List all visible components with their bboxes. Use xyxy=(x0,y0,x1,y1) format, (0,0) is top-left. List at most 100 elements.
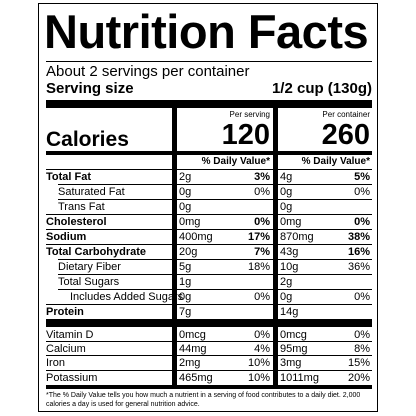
daily-value: 0% xyxy=(354,291,370,303)
row-rule xyxy=(177,289,273,290)
row-rule xyxy=(58,274,172,275)
row-rule xyxy=(278,355,372,357)
row-rule xyxy=(58,259,172,260)
row-rule xyxy=(177,214,273,215)
medium-rule xyxy=(46,385,372,389)
servings: About 2 servings per container xyxy=(46,63,250,80)
row-rule xyxy=(46,341,172,343)
amount: 400mg xyxy=(179,231,213,243)
column-header: Per serving xyxy=(229,110,270,119)
row-rule xyxy=(278,229,372,230)
amount: 7g xyxy=(179,306,192,318)
row-rule xyxy=(46,304,172,305)
daily-value: 0% xyxy=(254,186,270,198)
nutrient-name: Potassium xyxy=(46,371,98,384)
amount: 3mg xyxy=(280,357,302,370)
calories-value: 260 xyxy=(321,119,370,151)
row-rule xyxy=(46,229,172,230)
daily-value-header: % Daily Value* xyxy=(301,156,370,167)
row-rule xyxy=(177,274,273,275)
amount: 870mg xyxy=(280,231,314,243)
row-rule xyxy=(177,244,273,245)
row-rule xyxy=(177,229,273,230)
nutrient-name: Total Carbohydrate xyxy=(46,246,147,258)
nutrient-name: Total Sugars xyxy=(58,276,120,288)
nutrient-name: Includes Added Sugars xyxy=(70,291,184,303)
nutrient-name: Calcium xyxy=(46,343,86,356)
title: Nutrition Facts xyxy=(44,5,369,58)
row-rule xyxy=(278,341,372,343)
amount: 44mg xyxy=(179,343,207,356)
amount: 20g xyxy=(179,246,198,258)
amount: 1g xyxy=(179,276,192,288)
daily-value: 0% xyxy=(354,216,370,228)
daily-value: 0% xyxy=(354,329,370,341)
row-rule xyxy=(177,304,273,305)
row-rule xyxy=(177,341,273,343)
amount: 0g xyxy=(280,201,293,213)
daily-value: 38% xyxy=(347,231,370,243)
daily-value: 0% xyxy=(354,186,370,198)
amount: 2mg xyxy=(179,357,201,370)
column-divider xyxy=(172,108,177,386)
nutrient-name: Total Fat xyxy=(46,171,92,183)
amount: 0g xyxy=(280,186,293,198)
daily-value: 36% xyxy=(347,261,370,273)
amount: 5g xyxy=(179,261,192,273)
row-rule xyxy=(58,184,172,185)
calories-label: Calories xyxy=(46,128,129,151)
daily-value: 5% xyxy=(354,171,370,183)
amount: 1011mg xyxy=(280,371,319,384)
row-rule xyxy=(46,369,172,371)
daily-value: 16% xyxy=(347,246,370,258)
thick-rule xyxy=(46,100,372,108)
nutrient-name: Cholesterol xyxy=(46,216,107,228)
amount: 95mg xyxy=(280,343,308,356)
amount: 465mg xyxy=(179,371,213,384)
nutrient-name: Trans Fat xyxy=(58,201,105,213)
row-rule xyxy=(278,369,372,371)
amount: 0mcg xyxy=(280,329,307,341)
daily-value: 0% xyxy=(254,291,270,303)
nutrient-name: Protein xyxy=(46,306,84,318)
daily-value: 17% xyxy=(247,231,270,243)
serving-size-label: Serving size xyxy=(46,80,134,97)
amount: 14g xyxy=(280,306,299,318)
amount: 2g xyxy=(179,171,192,183)
daily-value: 4% xyxy=(254,343,270,356)
rule xyxy=(46,61,372,62)
row-rule xyxy=(46,355,172,357)
serving-size: 1/2 cup (130g) xyxy=(271,80,372,97)
amount: 10g xyxy=(280,261,299,273)
frame xyxy=(38,3,378,412)
daily-value: 10% xyxy=(247,357,270,370)
nutrient-name: Dietary Fiber xyxy=(58,261,121,273)
amount: 0g xyxy=(179,186,192,198)
nutrient-name: Vitamin D xyxy=(46,329,94,341)
amount: 0g xyxy=(179,291,192,303)
row-rule xyxy=(46,214,172,215)
row-rule xyxy=(278,259,372,260)
row-rule xyxy=(177,259,273,260)
amount: 43g xyxy=(280,246,299,258)
footnote: *The % Daily Value tells you how much a … xyxy=(46,392,361,408)
nutrient-name: Saturated Fat xyxy=(58,186,125,198)
row-rule xyxy=(278,304,372,305)
row-rule xyxy=(177,199,273,200)
row-rule xyxy=(278,289,372,290)
daily-value: 0% xyxy=(254,216,270,228)
row-rule xyxy=(278,214,372,215)
amount: 0mcg xyxy=(179,329,206,341)
daily-value: 20% xyxy=(347,371,370,384)
row-rule xyxy=(278,274,372,275)
row-rule xyxy=(46,244,172,245)
daily-value: 10% xyxy=(247,371,270,384)
row-rule xyxy=(278,199,372,200)
daily-value: 7% xyxy=(254,246,270,258)
row-rule xyxy=(46,169,372,170)
daily-value: 8% xyxy=(354,343,370,356)
column-divider xyxy=(273,108,278,386)
row-rule xyxy=(58,289,172,290)
amount: 0mg xyxy=(280,216,302,228)
row-rule xyxy=(278,244,372,245)
